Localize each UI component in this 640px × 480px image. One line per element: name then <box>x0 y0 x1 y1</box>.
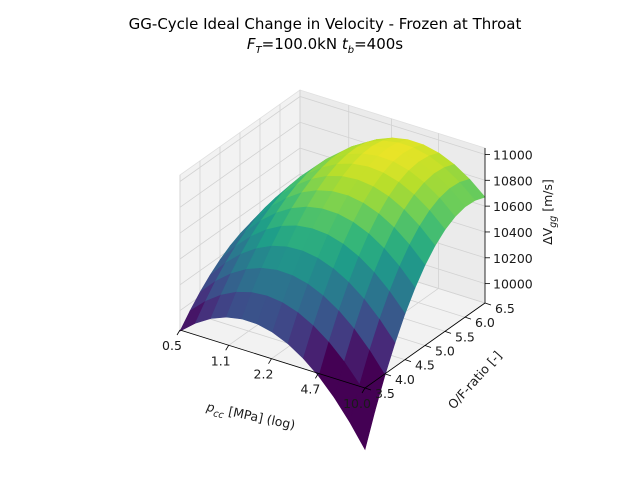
x-tick-label: 2.2 <box>254 367 274 382</box>
x-axis-label: pcc [MPa] (log) <box>203 399 296 437</box>
x-tick-mark <box>225 345 230 351</box>
y-tick-label: 4.5 <box>415 358 435 373</box>
y-tick-mark <box>424 345 432 348</box>
y-tick-label: 5.5 <box>455 329 475 344</box>
chart-title: GG-Cycle Ideal Change in Velocity - Froz… <box>129 15 522 33</box>
x-tick-mark <box>176 329 181 336</box>
x-tick-label: 1.1 <box>211 353 231 368</box>
subtitle-thrust-symbol: F <box>247 35 256 53</box>
y-tick-mark <box>464 316 472 320</box>
x-tick-label: 10.0 <box>343 396 371 411</box>
subtitle-burntime-symbol: t <box>342 35 349 53</box>
chart-title-group: GG-Cycle Ideal Change in Velocity - Froz… <box>129 15 522 56</box>
subtitle-thrust-subscript: T <box>256 45 263 56</box>
surface-patch <box>349 383 376 451</box>
axis-ticks: 0.5 1.1 2.2 4.7 10.0 3.54.04.55.05.56.06.5 100… <box>162 148 533 412</box>
z-tick-label: 10000 <box>493 277 533 292</box>
y-tick-label: 6.0 <box>475 315 495 330</box>
y-tick-label: 6.5 <box>495 301 515 316</box>
y-tick-label: 3.5 <box>375 386 395 401</box>
z-tick-label: 11000 <box>493 148 533 163</box>
y-tick-mark <box>484 302 492 306</box>
z-tick-label: 10600 <box>493 199 533 214</box>
chart-subtitle: FT=100.0kN tb=400s <box>247 35 403 56</box>
x-axis-line <box>179 329 366 389</box>
subtitle-thrust-value: =100.0kN <box>262 35 342 53</box>
y-tick-mark <box>364 387 372 391</box>
x-tick-mark <box>268 358 272 364</box>
z-tick-label: 10200 <box>493 251 533 266</box>
x-tick-label: 4.7 <box>300 381 320 396</box>
y-tick-mark <box>404 359 412 363</box>
x-tick-mark <box>315 373 319 379</box>
z-tick-label: 10800 <box>493 173 533 188</box>
x-tick-label: 0.5 <box>162 338 182 353</box>
subtitle-burntime-subscript: b <box>348 45 354 56</box>
surface-plot <box>179 137 486 451</box>
x-tick-mark <box>361 387 366 394</box>
z-tick-label: 10400 <box>493 225 533 240</box>
subtitle-burntime-value: =400s <box>354 35 403 53</box>
y-tick-mark <box>444 330 452 334</box>
y-tick-label: 4.0 <box>395 372 415 387</box>
z-gridline <box>179 96 486 182</box>
y-tick-label: 5.0 <box>435 344 455 359</box>
z-axis-label: ΔVgg [m/s] <box>540 179 559 245</box>
y-tick-mark <box>384 373 392 377</box>
